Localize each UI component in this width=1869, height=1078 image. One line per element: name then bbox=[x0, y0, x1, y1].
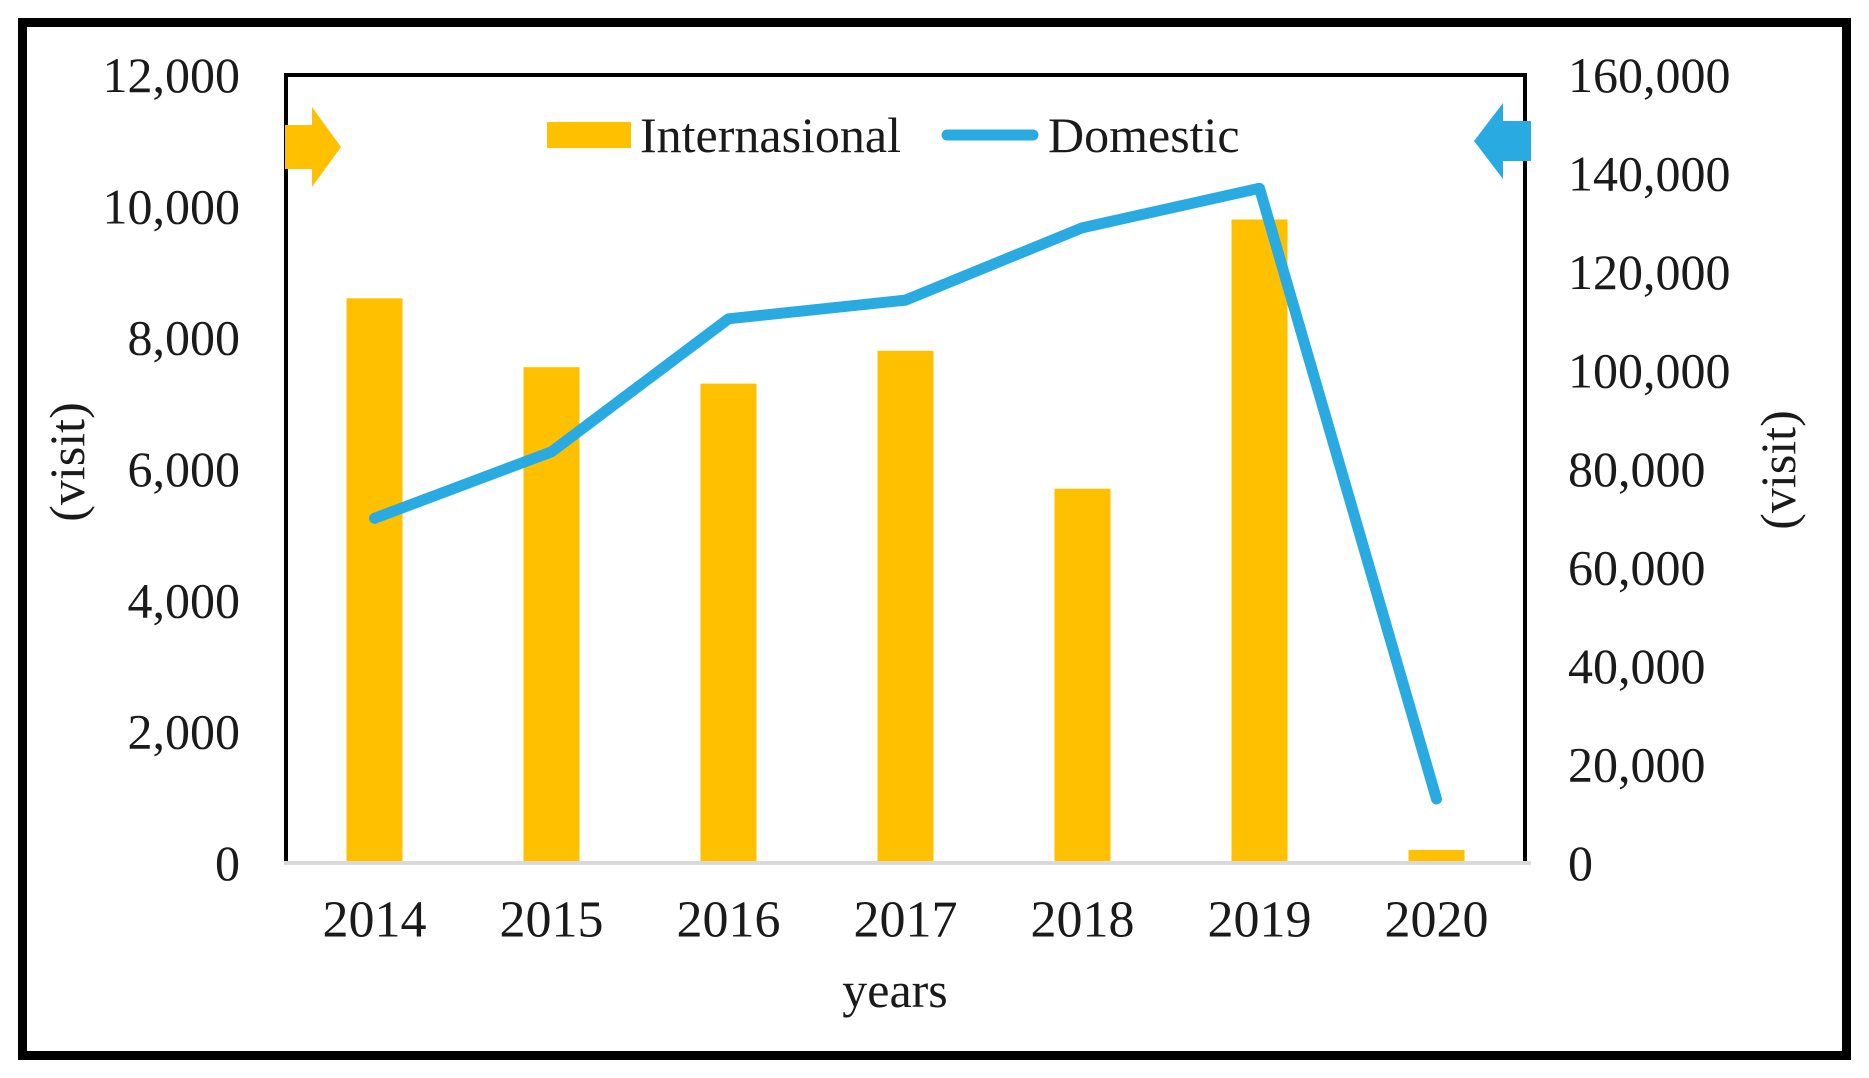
right-axis-tick-label-160000: 160,000 bbox=[1568, 47, 1731, 103]
axis-tick-labels-group: 0 2,000 4,000 6,000 8,000 10,000 12,000 0 20,000… bbox=[103, 47, 1731, 949]
right-axis-tick-label-0: 0 bbox=[1568, 835, 1593, 891]
right-axis-tick-label-40000: 40,000 bbox=[1568, 638, 1706, 694]
right-axis-tick-label-20000: 20,000 bbox=[1568, 737, 1706, 793]
left-axis-tick-label-4000: 4,000 bbox=[128, 572, 241, 628]
legend: Internasional Domestic bbox=[547, 107, 1240, 163]
x-axis-title: years bbox=[842, 962, 948, 1018]
right-axis-tick-label-120000: 120,000 bbox=[1568, 244, 1731, 300]
right-axis-tick-label-140000: 140,000 bbox=[1568, 146, 1731, 202]
bar-2016 bbox=[700, 383, 757, 863]
left-axis-title: (visit) bbox=[39, 402, 95, 521]
axis-indicator-arrows-group bbox=[285, 103, 1531, 187]
left-axis-indicator-arrow-icon bbox=[285, 107, 341, 187]
x-axis-tick-label-2017: 2017 bbox=[854, 892, 958, 949]
bar-series-group bbox=[346, 219, 1465, 863]
bar-2019 bbox=[1231, 219, 1288, 863]
legend-label-internasional: Internasional bbox=[640, 107, 901, 163]
bar-2020 bbox=[1408, 849, 1465, 863]
line-series-group bbox=[369, 182, 1442, 805]
left-axis-tick-label-6000: 6,000 bbox=[128, 441, 241, 497]
legend-bar-swatch-internasional bbox=[547, 122, 631, 148]
right-axis-tick-label-80000: 80,000 bbox=[1568, 441, 1706, 497]
x-axis-tick-label-2019: 2019 bbox=[1208, 892, 1312, 949]
plot-area-border bbox=[284, 73, 1531, 865]
left-axis-tick-label-2000: 2,000 bbox=[128, 704, 241, 760]
bar-2017 bbox=[877, 350, 934, 863]
bar-2018 bbox=[1054, 488, 1111, 863]
bar-2014 bbox=[346, 298, 403, 863]
right-axis-title: (visit) bbox=[1750, 410, 1806, 529]
right-axis-tick-label-60000: 60,000 bbox=[1568, 540, 1706, 596]
domestic-line bbox=[369, 182, 1442, 805]
left-axis-tick-label-0: 0 bbox=[215, 835, 240, 891]
right-axis-indicator-arrow-icon bbox=[1474, 103, 1531, 179]
left-axis-tick-label-8000: 8,000 bbox=[128, 310, 241, 366]
right-axis-tick-label-100000: 100,000 bbox=[1568, 343, 1731, 399]
x-axis-tick-label-2018: 2018 bbox=[1031, 892, 1135, 949]
left-axis-tick-label-12000: 12,000 bbox=[103, 47, 241, 103]
legend-label-domestic: Domestic bbox=[1048, 107, 1240, 163]
x-axis-tick-label-2020: 2020 bbox=[1385, 892, 1489, 949]
figure-border bbox=[18, 18, 1851, 1060]
x-axis-tick-label-2015: 2015 bbox=[500, 892, 604, 949]
left-axis-tick-label-10000: 10,000 bbox=[103, 178, 241, 234]
x-axis-tick-label-2014: 2014 bbox=[323, 892, 427, 949]
x-axis-tick-label-2016: 2016 bbox=[677, 892, 781, 949]
